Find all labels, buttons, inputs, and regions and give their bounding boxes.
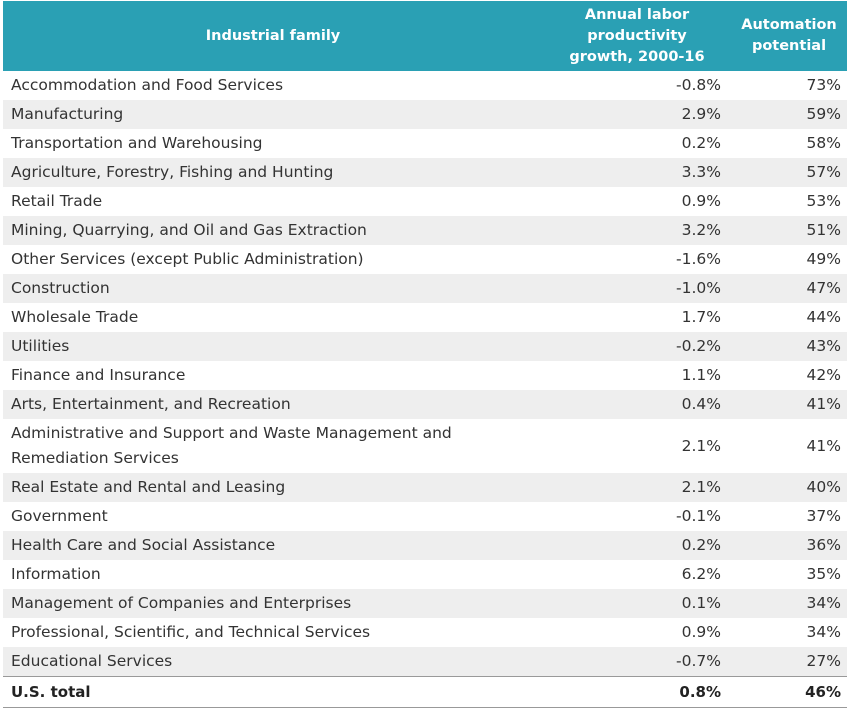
header-productivity-growth: Annual labor productivity growth, 2000-1… <box>543 1 731 71</box>
header-automation-potential: Automation potential <box>731 1 847 71</box>
table-header: Industrial family Annual labor productiv… <box>3 1 847 71</box>
industry-cell: Arts, Entertainment, and Recreation <box>3 390 543 419</box>
growth-cell: 1.1% <box>543 361 731 390</box>
growth-cell: -0.1% <box>543 502 731 531</box>
industry-cell: Agriculture, Forestry, Fishing and Hunti… <box>3 158 543 187</box>
header-productivity-line-2: productivity <box>587 27 687 44</box>
table-row: Administrative and Support and Waste Man… <box>3 419 847 473</box>
growth-cell: -1.6% <box>543 245 731 274</box>
industry-cell: Management of Companies and Enterprises <box>3 589 543 618</box>
growth-cell: -0.2% <box>543 332 731 361</box>
growth-cell: -0.8% <box>543 71 731 100</box>
table-row: Management of Companies and Enterprises 0… <box>3 589 847 618</box>
automation-cell: 35% <box>731 560 847 589</box>
growth-cell: 0.2% <box>543 129 731 158</box>
table-row: Accommodation and Food Services -0.8% 73% <box>3 71 847 100</box>
automation-cell: 59% <box>731 100 847 129</box>
industry-cell: Real Estate and Rental and Leasing <box>3 473 543 502</box>
total-row: U.S. total 0.8% 46% <box>3 676 847 708</box>
growth-cell: 3.3% <box>543 158 731 187</box>
table-row: Construction -1.0% 47% <box>3 274 847 303</box>
automation-cell: 41% <box>731 419 847 473</box>
industry-cell: Professional, Scientific, and Technical … <box>3 618 543 647</box>
header-industrial-family-label: Industrial family <box>205 27 341 44</box>
table-row: Agriculture, Forestry, Fishing and Hunti… <box>3 158 847 187</box>
industry-automation-table: Industrial family Annual labor productiv… <box>3 1 847 708</box>
industry-cell: Government <box>3 502 543 531</box>
table-row: Educational Services -0.7% 27% <box>3 647 847 677</box>
industry-cell: Finance and Insurance <box>3 361 543 390</box>
growth-cell: 1.7% <box>543 303 731 332</box>
industry-cell: Educational Services <box>3 647 543 677</box>
growth-cell: 0.9% <box>543 187 731 216</box>
table-row: Mining, Quarrying, and Oil and Gas Extra… <box>3 216 847 245</box>
automation-cell: 57% <box>731 158 847 187</box>
table-body: Accommodation and Food Services -0.8% 73% M… <box>3 71 847 677</box>
header-row: Industrial family Annual labor productiv… <box>3 1 847 71</box>
growth-cell: -0.7% <box>543 647 731 677</box>
automation-cell: 40% <box>731 473 847 502</box>
growth-cell: 0.9% <box>543 618 731 647</box>
table-row: Real Estate and Rental and Leasing 2.1% 40… <box>3 473 847 502</box>
header-industrial-family: Industrial family <box>3 1 543 71</box>
header-automation-line-2: potential <box>751 38 827 54</box>
automation-cell: 41% <box>731 390 847 419</box>
industry-cell: Retail Trade <box>3 187 543 216</box>
table-row: Information 6.2% 35% <box>3 560 847 589</box>
industry-cell: Administrative and Support and Waste Man… <box>3 419 543 473</box>
table-row: Government -0.1% 37% <box>3 502 847 531</box>
industry-cell: Transportation and Warehousing <box>3 129 543 158</box>
industry-cell: Accommodation and Food Services <box>3 71 543 100</box>
table-row: Utilities -0.2% 43% <box>3 332 847 361</box>
automation-cell: 58% <box>731 129 847 158</box>
table-row: Finance and Insurance 1.1% 42% <box>3 361 847 390</box>
automation-cell: 44% <box>731 303 847 332</box>
automation-cell: 36% <box>731 531 847 560</box>
growth-cell: 3.2% <box>543 216 731 245</box>
automation-cell: 34% <box>731 589 847 618</box>
header-automation-line-1: Automation <box>741 17 837 33</box>
header-productivity-line-3: growth, 2000-16 <box>569 48 705 65</box>
total-label: U.S. total <box>3 676 543 708</box>
industry-cell: Construction <box>3 274 543 303</box>
table-row: Health Care and Social Assistance 0.2% 36% <box>3 531 847 560</box>
table-footer: U.S. total 0.8% 46% <box>3 676 847 708</box>
automation-cell: 73% <box>731 71 847 100</box>
total-growth: 0.8% <box>543 676 731 708</box>
growth-cell: 2.9% <box>543 100 731 129</box>
growth-cell: 0.4% <box>543 390 731 419</box>
automation-cell: 51% <box>731 216 847 245</box>
industry-cell: Health Care and Social Assistance <box>3 531 543 560</box>
automation-cell: 34% <box>731 618 847 647</box>
total-automation: 46% <box>731 676 847 708</box>
header-productivity-line-1: Annual labor <box>584 6 690 23</box>
table-row: Arts, Entertainment, and Recreation 0.4% 4… <box>3 390 847 419</box>
growth-cell: 0.1% <box>543 589 731 618</box>
industry-cell: Manufacturing <box>3 100 543 129</box>
automation-cell: 53% <box>731 187 847 216</box>
table-row: Professional, Scientific, and Technical … <box>3 618 847 647</box>
industry-cell: Wholesale Trade <box>3 303 543 332</box>
industry-cell: Utilities <box>3 332 543 361</box>
automation-cell: 49% <box>731 245 847 274</box>
industry-cell: Mining, Quarrying, and Oil and Gas Extra… <box>3 216 543 245</box>
automation-cell: 47% <box>731 274 847 303</box>
automation-cell: 37% <box>731 502 847 531</box>
automation-cell: 43% <box>731 332 847 361</box>
table-row: Other Services (except Public Administra… <box>3 245 847 274</box>
table-row: Wholesale Trade 1.7% 44% <box>3 303 847 332</box>
table-row: Retail Trade 0.9% 53% <box>3 187 847 216</box>
table-row: Transportation and Warehousing 0.2% 58% <box>3 129 847 158</box>
automation-cell: 27% <box>731 647 847 677</box>
growth-cell: 2.1% <box>543 473 731 502</box>
growth-cell: -1.0% <box>543 274 731 303</box>
table-row: Manufacturing 2.9% 59% <box>3 100 847 129</box>
growth-cell: 6.2% <box>543 560 731 589</box>
automation-cell: 42% <box>731 361 847 390</box>
growth-cell: 0.2% <box>543 531 731 560</box>
industry-cell: Information <box>3 560 543 589</box>
growth-cell: 2.1% <box>543 419 731 473</box>
industry-cell: Other Services (except Public Administra… <box>3 245 543 274</box>
